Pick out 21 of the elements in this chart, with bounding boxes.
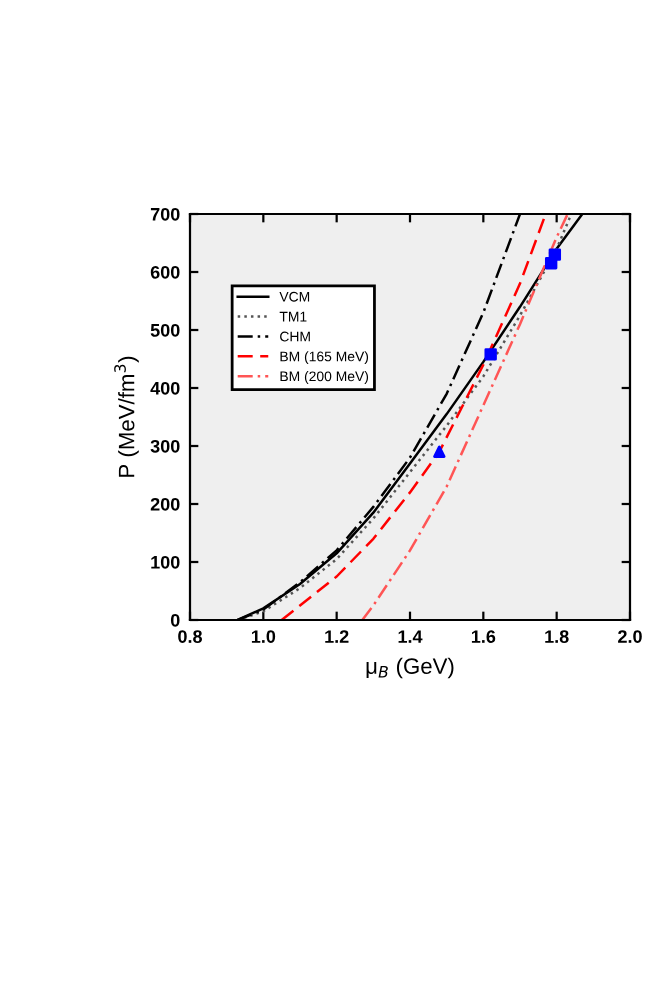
x-tick-label: 0.8 (178, 630, 202, 643)
x-tick-label: 1.8 (545, 630, 569, 643)
y-tick-label: 100 (151, 555, 180, 569)
y-tick-label: 400 (150, 381, 180, 395)
y-tick-label: 200 (150, 497, 180, 511)
point (548, 248, 562, 261)
point (484, 348, 497, 361)
x-tick-label: 1.2 (325, 630, 349, 643)
x-axis-title: μ$_{B}$ (GeV) (366, 657, 454, 679)
y-tick-label: 600 (150, 265, 180, 279)
y-tick-label: 0 (170, 613, 180, 627)
y-tick-label: 500 (150, 323, 180, 337)
x-tick-label: 2.0 (618, 630, 642, 643)
y-tick-label: 300 (150, 439, 180, 453)
x-tick-label: 1.0 (251, 630, 276, 643)
point (433, 445, 446, 458)
x-tick-label: 1.6 (471, 630, 496, 643)
x-tick-label: 1.4 (398, 630, 423, 643)
line-series (280, 214, 547, 620)
y-axis-title: P (MeV/fm$^{3}$) (114, 356, 139, 477)
y-tick-label: 700 (150, 207, 180, 221)
